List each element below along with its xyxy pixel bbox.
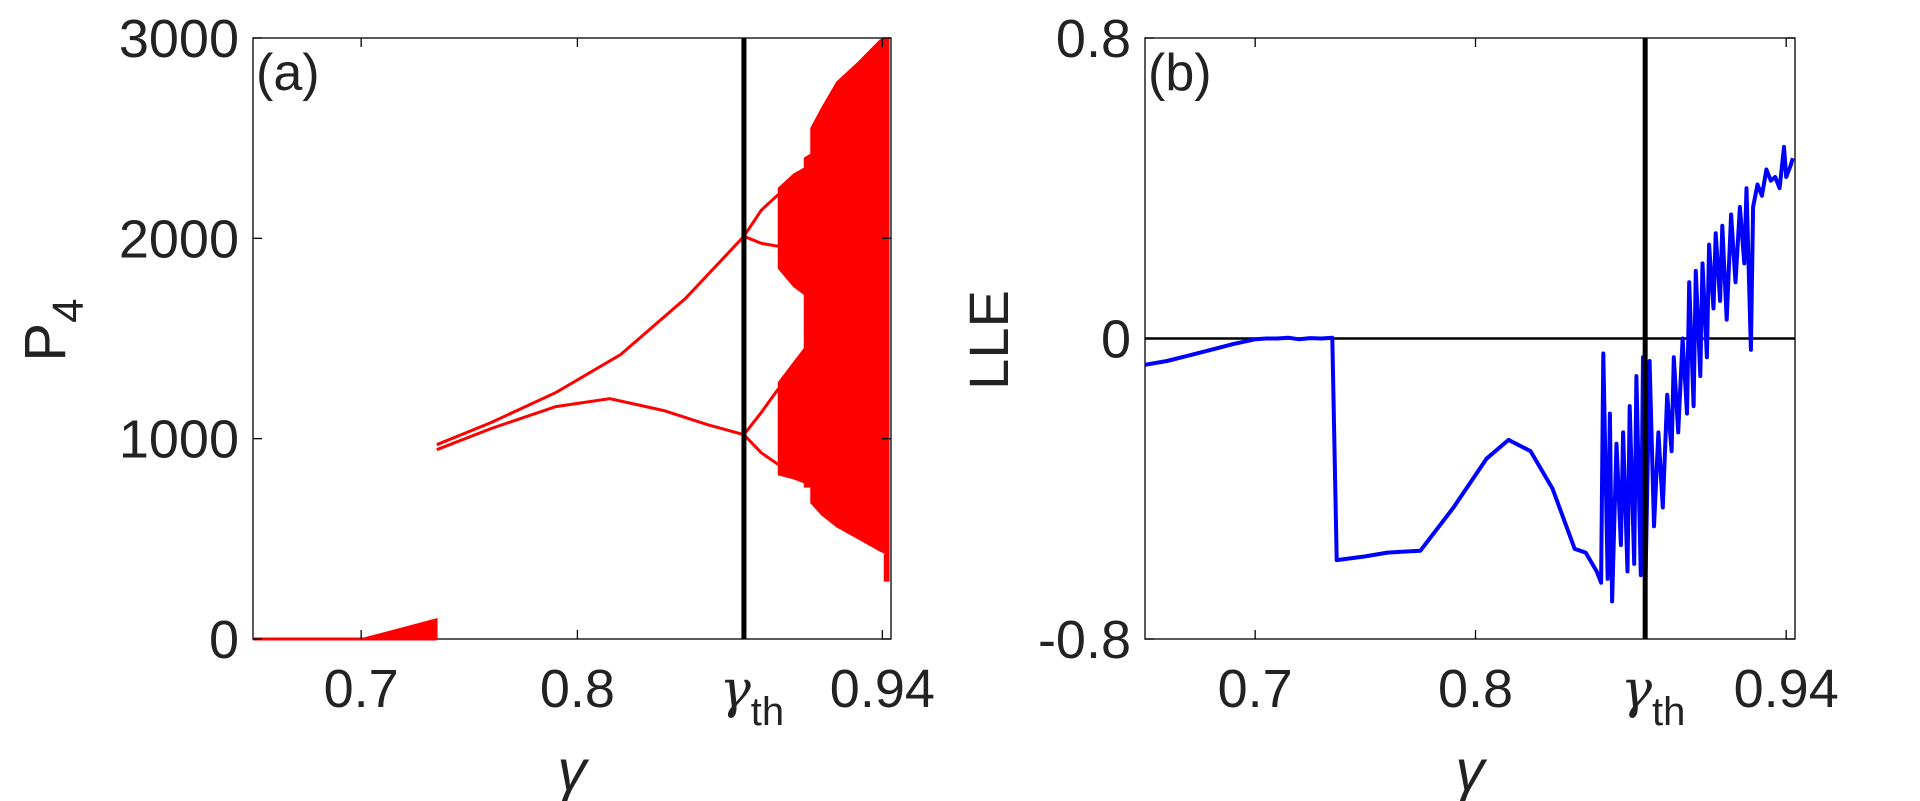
panel-a-ylabel: P4 [13,298,93,361]
panel-a-threshold-label-sub: th [751,690,784,734]
panel-b-y-tick-label: 0 [1101,310,1131,370]
panel-a-ylabel-main: P [13,323,78,362]
panel-b-x-tick-label: 0.8 [1438,659,1513,719]
panel-a-threshold-label-main: γ [720,660,752,720]
panel-a-chaotic-band [360,618,438,640]
panel-b-threshold-label: γth [1621,660,1685,734]
panel-b-x-tick-label: 0.94 [1734,659,1839,719]
panel-b-y-ticks: -0.8 0 0.8 [1038,9,1795,670]
panel-a-chaotic-band [803,152,812,488]
panel-a-branch-line [436,397,745,452]
panel-a-y-tick-label: 3000 [119,9,239,69]
panel-a-branch-line [436,235,745,447]
panel-b-x-tick-label: 0.7 [1218,659,1293,719]
panel-b-y-tick-label: -0.8 [1038,610,1131,670]
panel-a-threshold-label: γth [720,660,784,734]
panel-a-branch-line [742,387,780,436]
panel-a-y-tick-label: 2000 [119,209,239,269]
panel-a-y-tick-label: 0 [209,610,239,670]
panel-a-x-tick-label: 0.94 [830,659,935,719]
panel-a-label: (a) [256,44,320,102]
panel-b-x-ticks: 0.7 0.8 0.94 [1218,38,1839,719]
panel-b: -0.800.8 0.7 0.8 0.94 (b) LLE γ γth [957,9,1839,801]
panel-b-threshold-label-main: γ [1621,660,1653,720]
panel-a-xlabel: γ [558,738,590,801]
panel-a-branch-line [743,234,779,248]
panel-a-branch-line [742,433,780,466]
panel-b-ylabel: LLE [957,290,1020,390]
panel-b-y-tick-label: 0.8 [1056,9,1131,69]
panel-a-x-tick-label: 0.7 [324,659,399,719]
panel-a-x-ticks: 0.7 0.8 0.94 [324,38,935,719]
panel-a-ylabel-sub: 4 [44,298,93,322]
panel-a-plot-area [252,37,892,640]
panel-a-branch-line [742,193,780,238]
panel-a-x-tick-label: 0.8 [540,659,615,719]
panel-b-label: (b) [1148,44,1212,102]
panel-a-chaotic-band [883,554,890,582]
panel-a-y-ticks: 0 1000 2000 3000 [119,9,891,670]
panel-a-y-tick-label: 1000 [119,410,239,470]
panel-b-threshold-label-sub: th [1652,690,1685,734]
panel-b-xlabel: γ [1456,738,1488,801]
panel-a-chaotic-band [810,37,890,557]
panel-a-series [253,37,890,641]
